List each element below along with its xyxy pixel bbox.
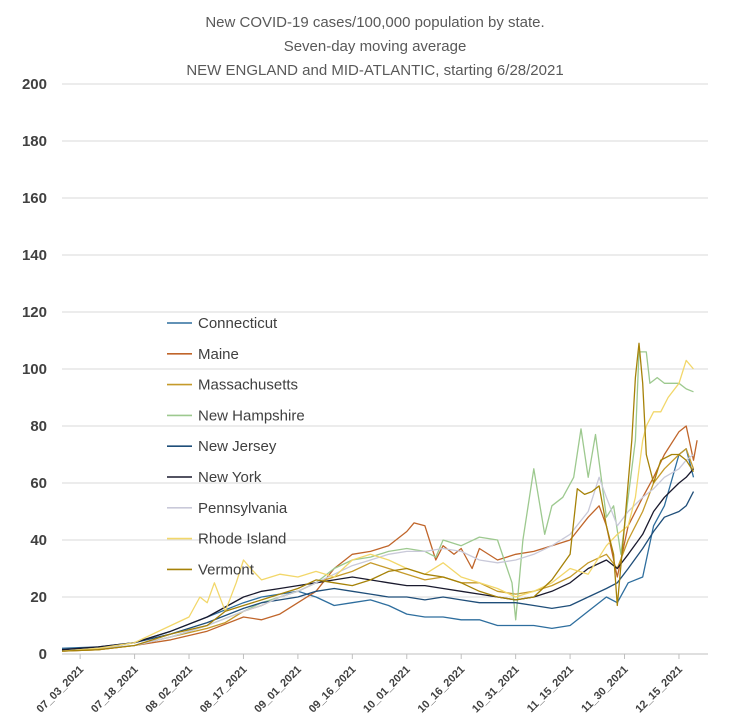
legend-label: Rhode Island [198,531,286,548]
x-tick-label: 10_31_2021 [470,664,522,716]
x-axis-tick-labels: 07_03_2021 07_18_2021 08_02_2021 08_17_2021… [35,654,685,716]
y-tick-label: 80 [30,418,47,435]
legend-label: Maine [198,346,239,363]
y-tick-label: 0 [39,646,47,663]
series-line-maine [61,425,698,652]
legend-label: New Jersey [198,438,277,455]
series-line-new-hampshire [61,351,694,652]
legend: Connecticut Maine Massachusetts New Hampshi… [167,315,305,578]
y-tick-label: 100 [22,361,47,378]
y-tick-label: 20 [30,589,47,606]
y-tick-label: 200 [22,76,47,93]
chart-title: New COVID-19 cases/100,000 population by… [186,14,563,79]
x-tick-label: 08_17_2021 [198,664,250,716]
legend-label: Pennsylvania [198,500,288,517]
x-tick-label: 07_03_2021 [35,664,87,716]
series-line-new-jersey [61,491,695,651]
legend-label: Vermont [198,561,255,578]
legend-label: New Hampshire [198,407,305,424]
x-tick-label: 10_01_2021 [361,664,413,716]
legend-label: Massachusetts [198,377,298,394]
series-lines [61,342,698,652]
series-line-new-york [61,468,694,651]
x-tick-label: 10_16_2021 [416,664,468,716]
chart-title-line-3: NEW ENGLAND and MID-ATLANTIC, starting 6… [186,62,563,79]
series-line-connecticut [61,448,695,649]
y-tick-label: 140 [22,247,47,264]
y-axis-tick-labels: 0 20 40 60 80 100 120 140 160 180 200 [22,76,47,663]
y-tick-label: 40 [30,532,47,549]
chart-title-line-1: New COVID-19 cases/100,000 population by… [205,14,544,31]
x-tick-label: 08_02_2021 [143,664,195,716]
x-tick-label: 12_15_2021 [633,664,685,716]
chart-title-line-2: Seven-day moving average [284,38,467,55]
series-line-vermont [61,342,695,652]
y-tick-label: 180 [22,133,47,150]
x-tick-label: 11_15_2021 [525,664,576,715]
gridlines [62,83,708,655]
y-tick-label: 120 [22,304,47,321]
y-tick-label: 60 [30,475,47,492]
x-tick-label: 09_01_2021 [252,664,304,716]
x-tick-label: 07_18_2021 [89,664,141,716]
y-tick-label: 160 [22,190,47,207]
legend-label: New York [198,469,262,486]
x-tick-label: 11_30_2021 [579,664,630,715]
series-line-pennsylvania [61,453,694,652]
x-tick-label: 09_16_2021 [307,664,359,716]
legend-label: Connecticut [198,315,278,332]
